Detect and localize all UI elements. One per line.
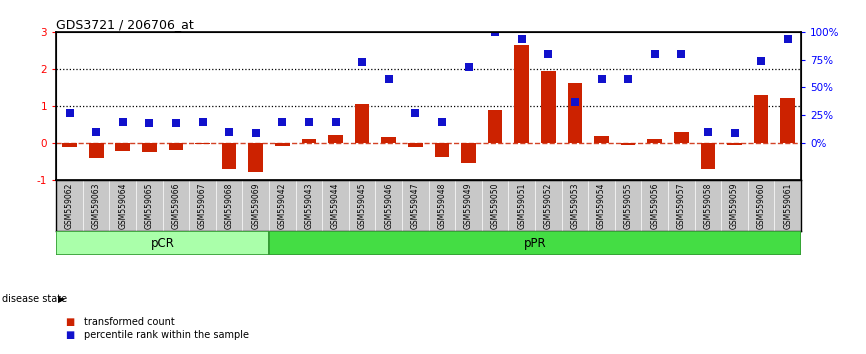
- Text: GSM559059: GSM559059: [730, 182, 739, 229]
- Point: [382, 77, 396, 82]
- Bar: [115, 143, 130, 151]
- Bar: [301, 139, 316, 143]
- Point: [595, 77, 609, 82]
- Text: transformed count: transformed count: [84, 317, 175, 327]
- Point: [275, 119, 289, 124]
- Text: GSM559065: GSM559065: [145, 182, 154, 229]
- Text: GSM559069: GSM559069: [251, 182, 261, 229]
- Point: [169, 120, 183, 126]
- Text: GSM559054: GSM559054: [597, 182, 606, 229]
- Text: GSM559061: GSM559061: [783, 182, 792, 229]
- Point: [488, 29, 502, 35]
- Point: [621, 77, 635, 82]
- Bar: [594, 136, 609, 143]
- Bar: [355, 104, 370, 143]
- Point: [435, 119, 449, 124]
- Text: GSM559053: GSM559053: [571, 182, 579, 229]
- Text: GSM559063: GSM559063: [92, 182, 100, 229]
- Text: GDS3721 / 206706_at: GDS3721 / 206706_at: [56, 18, 194, 31]
- Point: [329, 119, 343, 124]
- Text: GSM559056: GSM559056: [650, 182, 659, 229]
- Bar: [195, 143, 210, 144]
- Point: [355, 59, 369, 64]
- Text: GSM559062: GSM559062: [65, 182, 74, 229]
- Text: GSM559045: GSM559045: [358, 182, 366, 229]
- Bar: [780, 98, 795, 143]
- Point: [223, 129, 236, 135]
- Bar: [701, 143, 715, 169]
- Point: [754, 58, 768, 63]
- Bar: [753, 95, 768, 143]
- Point: [462, 64, 475, 70]
- Text: GSM559042: GSM559042: [278, 182, 287, 229]
- Point: [781, 36, 795, 41]
- Bar: [727, 143, 742, 145]
- Point: [515, 36, 529, 41]
- Text: GSM559057: GSM559057: [677, 182, 686, 229]
- Bar: [514, 45, 529, 143]
- Text: ■: ■: [65, 330, 74, 339]
- Text: pCR: pCR: [151, 236, 175, 250]
- Text: GSM559050: GSM559050: [491, 182, 500, 229]
- Bar: [56, 231, 269, 255]
- Text: GSM559064: GSM559064: [119, 182, 127, 229]
- Text: GSM559060: GSM559060: [757, 182, 766, 229]
- Point: [409, 110, 423, 115]
- Bar: [275, 143, 290, 146]
- Bar: [381, 137, 396, 143]
- Text: ■: ■: [65, 317, 74, 327]
- Bar: [169, 143, 184, 150]
- Bar: [89, 143, 104, 158]
- Point: [196, 119, 210, 124]
- Text: GSM559058: GSM559058: [703, 182, 713, 229]
- Bar: [142, 143, 157, 152]
- Bar: [249, 143, 263, 172]
- Text: disease state: disease state: [2, 294, 67, 304]
- Bar: [62, 143, 77, 147]
- Bar: [462, 143, 476, 163]
- Text: GSM559043: GSM559043: [305, 182, 313, 229]
- Point: [675, 51, 688, 57]
- Text: GSM559044: GSM559044: [331, 182, 340, 229]
- Text: GSM559052: GSM559052: [544, 182, 553, 229]
- Bar: [567, 83, 582, 143]
- Point: [648, 51, 662, 57]
- Text: GSM559055: GSM559055: [624, 182, 633, 229]
- Text: GSM559046: GSM559046: [385, 182, 393, 229]
- Point: [727, 130, 741, 136]
- Text: pPR: pPR: [524, 236, 546, 250]
- Bar: [408, 143, 423, 147]
- Point: [541, 51, 555, 57]
- Text: GSM559051: GSM559051: [517, 182, 527, 229]
- Bar: [541, 71, 556, 143]
- Text: GSM559068: GSM559068: [224, 182, 234, 229]
- Bar: [488, 110, 502, 143]
- Bar: [621, 143, 636, 145]
- Text: GSM559067: GSM559067: [198, 182, 207, 229]
- Bar: [222, 143, 236, 169]
- Text: GSM559066: GSM559066: [171, 182, 180, 229]
- Point: [568, 99, 582, 104]
- Text: GSM559047: GSM559047: [410, 182, 420, 229]
- Text: percentile rank within the sample: percentile rank within the sample: [84, 330, 249, 339]
- Point: [302, 119, 316, 124]
- Text: GSM559049: GSM559049: [464, 182, 473, 229]
- Point: [62, 110, 76, 115]
- Point: [116, 119, 130, 124]
- Point: [89, 129, 103, 135]
- Text: ▶: ▶: [58, 295, 65, 304]
- Text: GSM559048: GSM559048: [437, 182, 447, 229]
- Bar: [674, 132, 688, 143]
- Bar: [328, 135, 343, 143]
- Bar: [435, 143, 449, 158]
- Bar: [648, 139, 662, 143]
- Bar: [269, 231, 801, 255]
- Point: [701, 129, 715, 135]
- Point: [142, 120, 157, 126]
- Point: [249, 130, 262, 136]
